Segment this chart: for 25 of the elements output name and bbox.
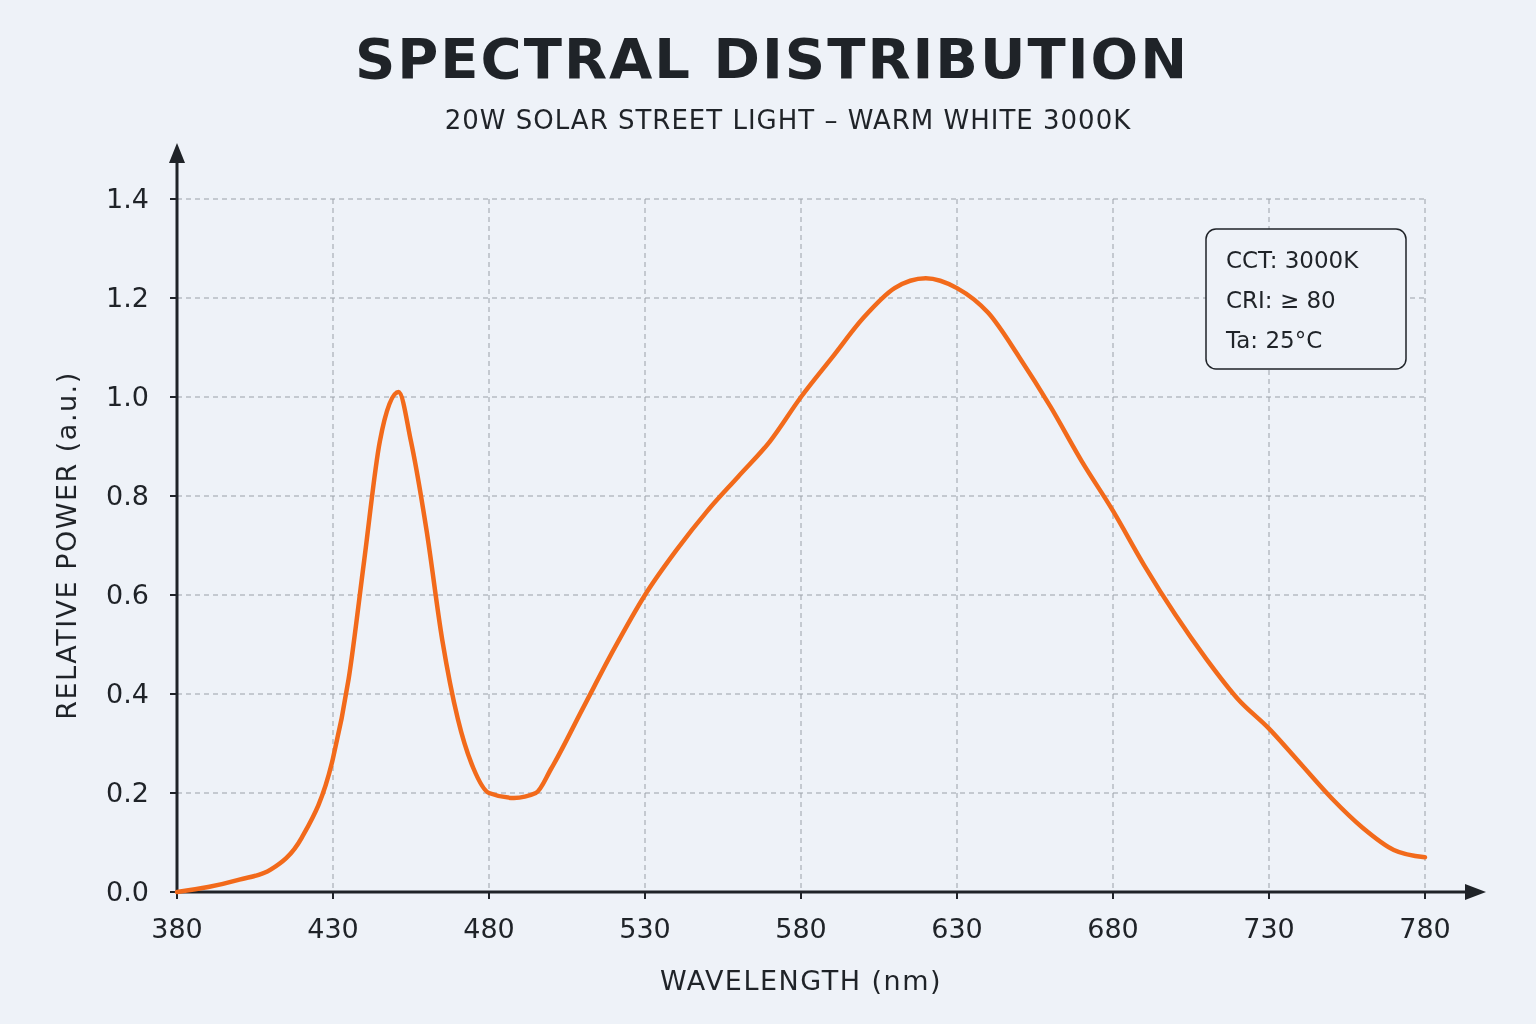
x-tick-label: 680	[1087, 913, 1139, 944]
x-tick-label: 480	[463, 913, 515, 944]
y-tick-label: 1.0	[106, 381, 149, 413]
annotation: Ta: 25°C	[1225, 327, 1323, 353]
x-tick-label: 380	[151, 913, 203, 944]
x-tick-label: 580	[775, 913, 827, 944]
x-tick-label: 730	[1243, 913, 1295, 944]
y-tick-label: 1.2	[106, 282, 149, 314]
annotation: CRI: ≥ 80	[1226, 287, 1336, 313]
annotation: CCT: 3000K	[1226, 247, 1360, 273]
chart-subtitle: 20W SOLAR STREET LIGHT – WARM WHITE 3000K	[444, 105, 1132, 135]
y-tick-label: 1.4	[106, 183, 149, 215]
x-tick-label: 630	[931, 913, 983, 944]
chart-title: SPECTRAL DISTRIBUTION	[354, 26, 1190, 91]
y-tick-label: 0.8	[106, 480, 149, 512]
x-tick-label: 430	[307, 913, 359, 944]
y-axis-title: RELATIVE POWER (a.u.)	[51, 371, 82, 720]
x-axis-title: WAVELENGTH (nm)	[659, 965, 943, 996]
y-tick-label: 0.6	[106, 579, 149, 611]
line-series	[174, 275, 1428, 895]
y-tick-label: 0.4	[106, 678, 149, 710]
y-tick-label: 0.0	[106, 876, 149, 908]
x-tick-label: 780	[1399, 913, 1451, 944]
x-tick-label: 530	[619, 913, 671, 944]
y-tick-label: 0.2	[106, 777, 149, 809]
